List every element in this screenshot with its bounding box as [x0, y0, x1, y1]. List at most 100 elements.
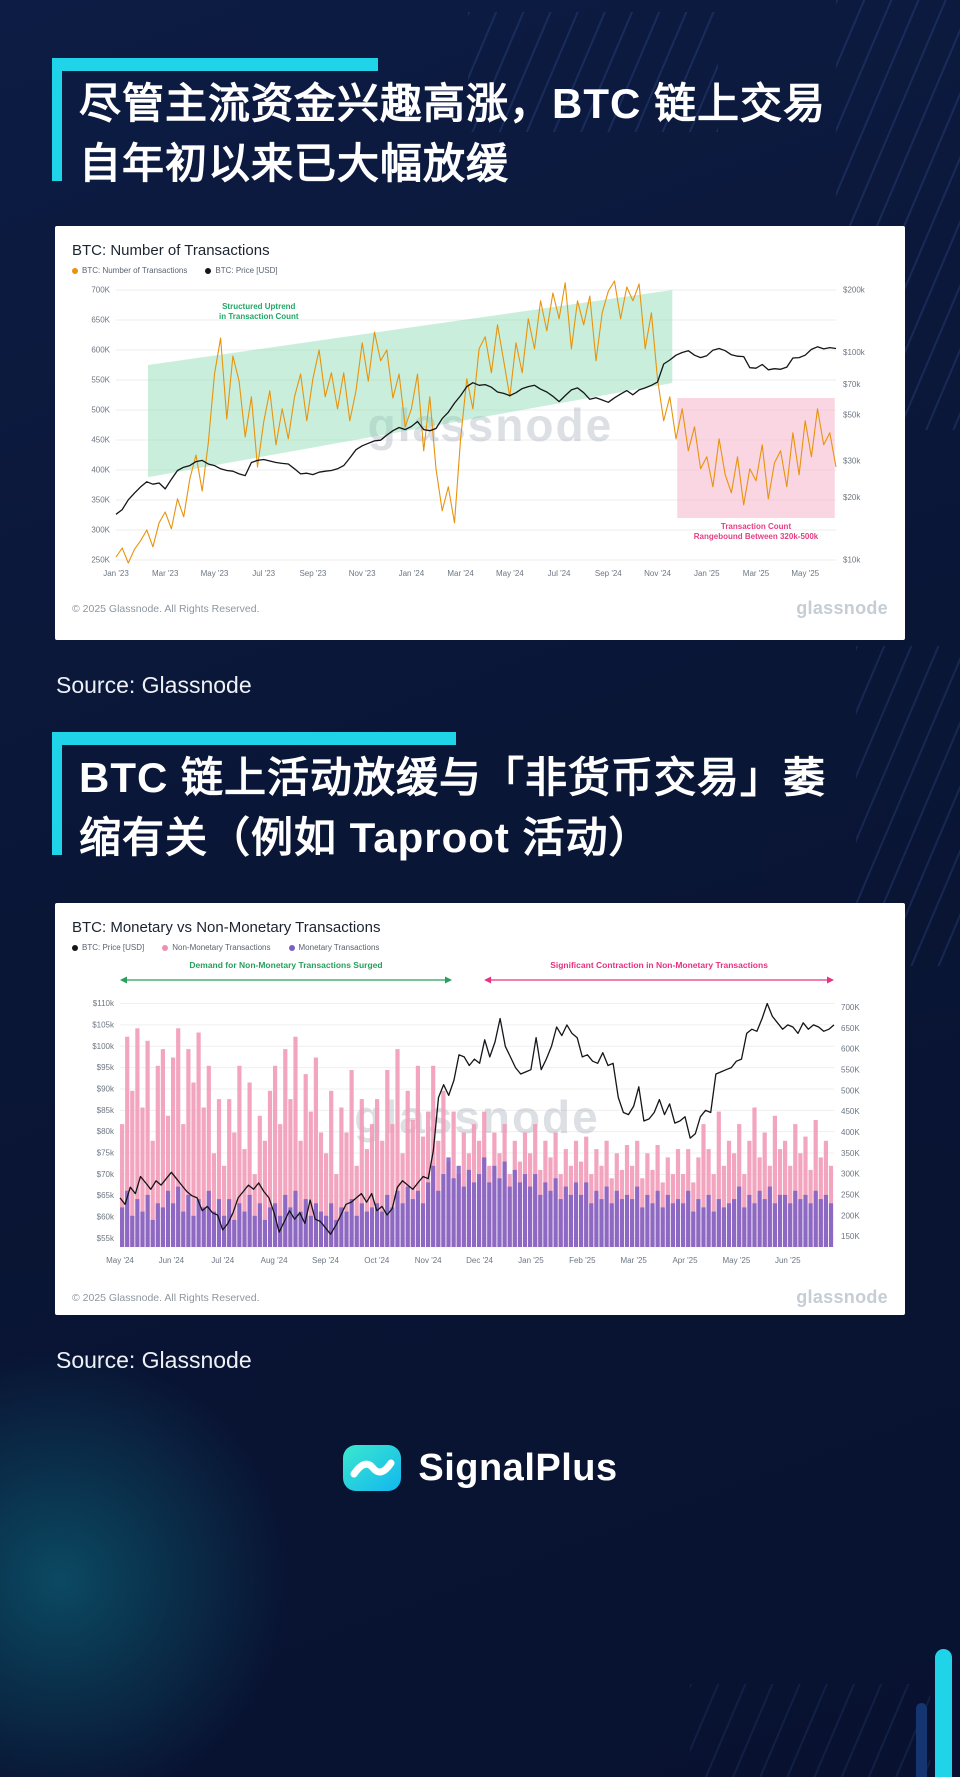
legend-item: Monetary Transactions: [288, 943, 380, 952]
svg-text:$95k: $95k: [97, 1063, 115, 1072]
legend-label: Monetary Transactions: [298, 943, 380, 952]
svg-text:Jul '24: Jul '24: [548, 569, 571, 578]
svg-text:600K: 600K: [91, 346, 110, 355]
headline-2: BTC 链上活动放缓与「非货币交易」萎 缩有关（例如 Taproot 活动）: [52, 732, 912, 867]
chart-card-transactions: BTC: Number of Transactions BTC: Number …: [55, 226, 905, 640]
legend-item: BTC: Price [USD]: [72, 943, 144, 952]
glassnode-wordmark: glassnode: [796, 598, 888, 618]
svg-text:Nov '24: Nov '24: [415, 1256, 442, 1265]
svg-text:May '25: May '25: [723, 1256, 751, 1265]
svg-text:700K: 700K: [91, 286, 110, 295]
accent-bar-top-1: [52, 58, 378, 71]
svg-text:Feb '25: Feb '25: [569, 1256, 596, 1265]
svg-text:Nov '24: Nov '24: [644, 569, 671, 578]
svg-text:Demand for Non-Monetary Transa: Demand for Non-Monetary Transactions Sur…: [189, 960, 382, 970]
svg-text:250K: 250K: [841, 1190, 860, 1199]
chart-2-legend: BTC: Price [USD] Non-Monetary Transactio…: [72, 943, 890, 952]
legend-dot-price: [205, 267, 212, 274]
signalplus-wordmark: SignalPlus: [418, 1446, 618, 1489]
decor-corner-bar-cyan: [935, 1649, 952, 1777]
svg-text:Jan '25: Jan '25: [694, 569, 720, 578]
source-label-1: Source: Glassnode: [56, 672, 252, 698]
svg-text:May '24: May '24: [496, 569, 524, 578]
legend-dot-price: [72, 944, 78, 951]
headline-1: 尽管主流资金兴趣高涨，BTC 链上交易 自年初以来已大幅放缓: [52, 58, 912, 193]
signalplus-logo: SignalPlus: [0, 1438, 960, 1498]
signalplus-icon: [343, 1445, 402, 1491]
svg-text:Dec '24: Dec '24: [466, 1256, 493, 1265]
svg-text:150K: 150K: [841, 1232, 860, 1241]
svg-text:Mar '23: Mar '23: [152, 569, 179, 578]
svg-text:Rangebound Between 320k-500k: Rangebound Between 320k-500k: [694, 532, 819, 541]
monetary-vs-non-monetary-chart: $110k $105k $100k $95k $90k $85k $80k $75k $70k $…: [92, 960, 860, 1265]
svg-text:500K: 500K: [841, 1086, 860, 1095]
chart-1-legend: BTC: Number of Transactions BTC: Price […: [72, 266, 890, 275]
svg-text:$50k: $50k: [843, 410, 861, 419]
svg-text:$10k: $10k: [843, 556, 861, 565]
legend-label: Non-Monetary Transactions: [172, 943, 271, 952]
svg-text:550K: 550K: [841, 1065, 860, 1074]
svg-text:Jan '24: Jan '24: [399, 569, 425, 578]
svg-text:500K: 500K: [91, 406, 110, 415]
svg-text:Apr '25: Apr '25: [672, 1256, 698, 1265]
legend-label: BTC: Price [USD]: [82, 943, 145, 952]
svg-text:400K: 400K: [91, 466, 110, 475]
svg-text:Transaction Count: Transaction Count: [721, 522, 792, 531]
svg-text:glassnode: glassnode: [368, 399, 614, 451]
svg-text:400K: 400K: [841, 1128, 860, 1137]
svg-text:$105k: $105k: [92, 1020, 115, 1029]
svg-text:Nov '23: Nov '23: [349, 569, 376, 578]
legend-label: BTC: Number of Transactions: [82, 266, 188, 275]
svg-text:650K: 650K: [91, 316, 110, 325]
decor-teal-glow: [0, 1350, 290, 1777]
svg-text:May '25: May '25: [791, 569, 819, 578]
svg-text:450K: 450K: [91, 436, 110, 445]
svg-text:in Transaction Count: in Transaction Count: [219, 312, 299, 321]
svg-text:Jul '24: Jul '24: [211, 1256, 234, 1265]
svg-text:$70k: $70k: [97, 1170, 115, 1179]
svg-text:$80k: $80k: [97, 1127, 115, 1136]
copyright-text: © 2025 Glassnode. All Rights Reserved.: [72, 602, 260, 615]
svg-text:Mar '24: Mar '24: [447, 569, 474, 578]
svg-text:Sep '23: Sep '23: [299, 569, 326, 578]
legend-item: BTC: Number of Transactions: [72, 266, 187, 275]
legend-item: Non-Monetary Transactions: [162, 943, 271, 952]
svg-text:350K: 350K: [841, 1149, 860, 1158]
headline-1-text: 尽管主流资金兴趣高涨，BTC 链上交易 自年初以来已大幅放缓: [79, 80, 826, 187]
accent-bar-left-2: [52, 745, 62, 856]
glassnode-wordmark: glassnode: [796, 1287, 888, 1307]
svg-text:550K: 550K: [91, 376, 110, 385]
svg-text:200K: 200K: [841, 1211, 860, 1220]
svg-text:Mar '25: Mar '25: [743, 569, 770, 578]
source-label-2: Source: Glassnode: [56, 1347, 252, 1373]
svg-text:350K: 350K: [91, 496, 110, 505]
chart-card-monetary: BTC: Monetary vs Non-Monetary Transactio…: [55, 903, 905, 1315]
svg-text:$30k: $30k: [843, 456, 861, 465]
svg-text:$100k: $100k: [92, 1042, 115, 1051]
chart-2-footer: © 2025 Glassnode. All Rights Reserved. g…: [70, 1287, 890, 1308]
svg-text:$75k: $75k: [97, 1149, 115, 1158]
svg-text:$65k: $65k: [97, 1191, 115, 1200]
svg-text:Aug '24: Aug '24: [261, 1256, 288, 1265]
decor-hatch-bottom-right: [690, 1684, 930, 1777]
legend-item: BTC: Price [USD]: [205, 266, 278, 275]
svg-text:600K: 600K: [841, 1045, 860, 1054]
svg-text:Jun '25: Jun '25: [775, 1256, 801, 1265]
svg-text:Oct '24: Oct '24: [364, 1256, 390, 1265]
decor-corner-bar-blue: [916, 1703, 927, 1777]
transactions-vs-price-chart: 700K 650K 600K 550K 500K 450K 400K 350K 300K 250K…: [91, 280, 866, 578]
svg-text:Jan '23: Jan '23: [103, 569, 129, 578]
decor-hatch-top: [468, 12, 718, 132]
chart-2-title: BTC: Monetary vs Non-Monetary Transactio…: [72, 919, 381, 936]
svg-text:Jan '25: Jan '25: [518, 1256, 544, 1265]
svg-text:250K: 250K: [91, 556, 110, 565]
svg-text:Mar '25: Mar '25: [620, 1256, 647, 1265]
svg-text:700K: 700K: [841, 1003, 860, 1012]
svg-text:$85k: $85k: [97, 1106, 115, 1115]
svg-text:$90k: $90k: [97, 1084, 115, 1093]
legend-label: BTC: Price [USD]: [215, 266, 278, 275]
svg-text:Sep '24: Sep '24: [312, 1256, 339, 1265]
accent-bar-left-1: [52, 71, 62, 182]
svg-text:$200k: $200k: [843, 286, 866, 295]
